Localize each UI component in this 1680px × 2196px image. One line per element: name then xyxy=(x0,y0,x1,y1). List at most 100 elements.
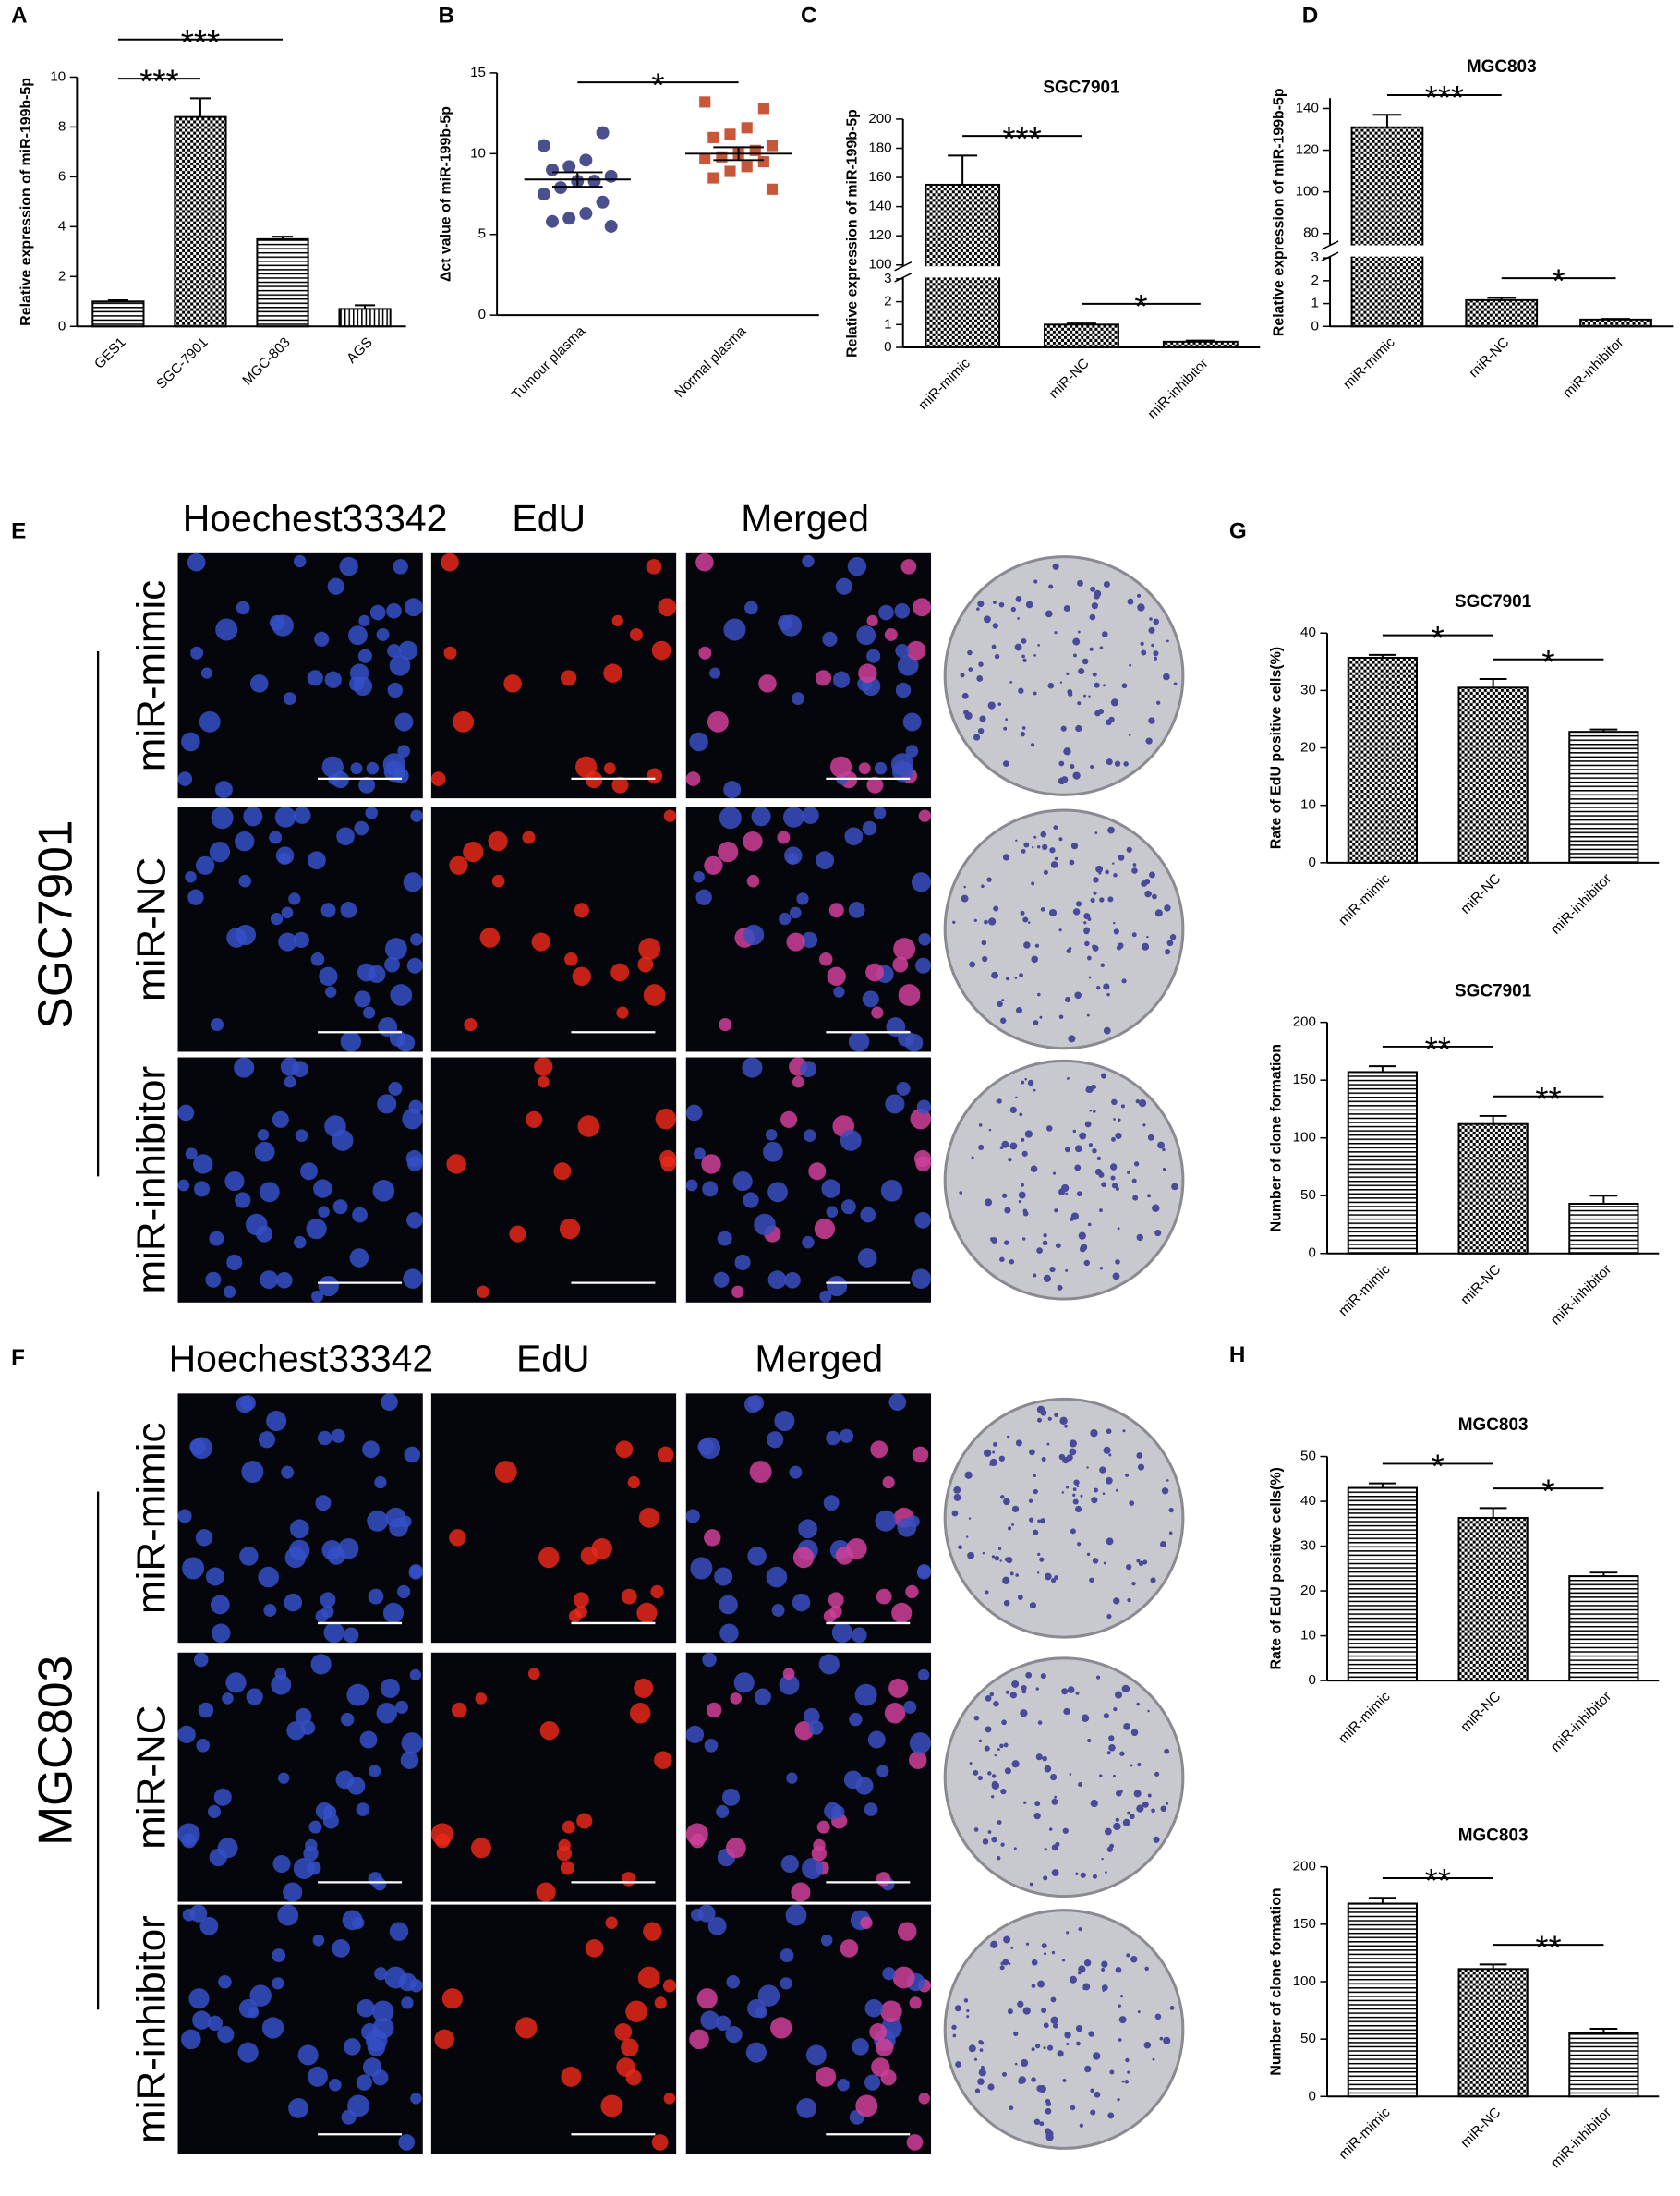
colony xyxy=(1011,1680,1020,1688)
cell-nucleus xyxy=(369,1765,381,1777)
data-point xyxy=(741,122,753,134)
bar xyxy=(1347,1071,1418,1255)
colony xyxy=(1040,1518,1046,1524)
colony xyxy=(1040,831,1047,838)
colony xyxy=(1113,921,1116,925)
cell-nucleus xyxy=(685,1104,703,1122)
colony xyxy=(973,1827,979,1832)
colony xyxy=(1043,2046,1046,2050)
cell-nucleus xyxy=(908,1751,927,1770)
colony xyxy=(1127,1811,1130,1815)
cell-nucleus xyxy=(192,2010,212,2030)
colony xyxy=(1127,1597,1131,1603)
colony xyxy=(1107,896,1114,903)
cell-nucleus xyxy=(288,2098,308,2118)
bar xyxy=(1568,731,1639,864)
cell-nucleus xyxy=(898,984,921,1006)
colony xyxy=(1132,1195,1139,1201)
colony xyxy=(1072,1487,1077,1491)
micrograph xyxy=(430,1057,677,1303)
colony xyxy=(1001,999,1005,1002)
colony xyxy=(1092,944,1097,950)
cell-nucleus xyxy=(344,2038,361,2056)
cell-nucleus xyxy=(365,807,379,819)
colony xyxy=(1058,777,1066,785)
colony xyxy=(967,1551,974,1559)
colony-plate xyxy=(943,1909,1185,2150)
colony xyxy=(1069,1448,1077,1456)
colony xyxy=(1074,1164,1082,1171)
colony xyxy=(1079,1132,1087,1140)
cell-nucleus xyxy=(763,1141,783,1162)
y-tick-label: 3 xyxy=(1311,249,1318,265)
colony xyxy=(991,1836,997,1843)
cell-nucleus xyxy=(338,1538,359,1559)
bar xyxy=(1579,318,1652,328)
colony xyxy=(1129,598,1133,602)
cell-nucleus xyxy=(689,732,708,752)
colony xyxy=(1166,1479,1169,1482)
break-mark xyxy=(894,273,913,283)
colony xyxy=(988,1128,992,1132)
cell-nucleus xyxy=(786,1772,798,1784)
panel-letter: E xyxy=(11,519,26,544)
cell-nucleus xyxy=(792,1547,815,1569)
cell-nucleus xyxy=(888,1393,907,1412)
cell-nucleus xyxy=(840,1939,859,1958)
colony xyxy=(973,1769,979,1776)
colony xyxy=(1023,842,1030,848)
y-axis-label: Number of clone formation xyxy=(1269,1887,1285,2075)
data-point xyxy=(604,169,618,183)
colony xyxy=(958,1545,962,1550)
colony xyxy=(1084,940,1090,947)
cell-nucleus xyxy=(224,1171,245,1192)
cell-nucleus xyxy=(187,552,206,572)
colony xyxy=(1021,1080,1025,1085)
colony xyxy=(1034,2043,1041,2049)
colony xyxy=(1095,1675,1101,1680)
colony xyxy=(1142,1801,1149,1808)
colony xyxy=(1092,1147,1097,1154)
cell-nucleus xyxy=(894,602,911,619)
y-tick-label: 10 xyxy=(1300,797,1316,813)
cell-nucleus xyxy=(199,1916,219,1935)
colony xyxy=(1037,644,1041,647)
significance-label: * xyxy=(1541,1472,1554,1510)
colony xyxy=(1066,1454,1073,1462)
colony xyxy=(1090,2109,1096,2116)
colony xyxy=(1022,658,1027,663)
cell-nucleus xyxy=(177,1509,192,1523)
cell-nucleus xyxy=(408,1099,423,1114)
cell-nucleus xyxy=(359,1730,378,1749)
cell-nucleus xyxy=(719,807,742,830)
y-tick-label: 100 xyxy=(1293,1130,1316,1146)
colony xyxy=(1072,1498,1079,1505)
cell-nucleus xyxy=(269,831,283,844)
cell-nucleus xyxy=(747,1547,767,1566)
colony xyxy=(1165,1802,1169,1805)
colony xyxy=(1054,1208,1058,1213)
cell-nucleus xyxy=(574,1605,587,1619)
cell-nucleus xyxy=(293,931,309,949)
colony xyxy=(1054,1795,1058,1799)
colony xyxy=(1041,1456,1046,1462)
cell-nucleus xyxy=(902,712,922,732)
significance-label: * xyxy=(1432,619,1444,657)
data-point xyxy=(546,214,559,228)
cell-nucleus xyxy=(662,1979,677,1993)
colony xyxy=(1129,734,1131,737)
cell-nucleus xyxy=(723,618,746,641)
cell-nucleus xyxy=(783,807,804,828)
data-point xyxy=(757,156,769,168)
cell-nucleus xyxy=(915,1156,932,1172)
cell-nucleus xyxy=(704,855,723,875)
cell-nucleus xyxy=(820,1934,833,1947)
cell-nucleus xyxy=(306,1218,327,1240)
cell-nucleus xyxy=(325,986,337,998)
colony xyxy=(1013,1847,1017,1850)
colony xyxy=(1149,617,1153,621)
cell-nucleus xyxy=(331,1428,345,1443)
colony xyxy=(1069,1773,1072,1776)
colony xyxy=(1063,605,1070,613)
colony xyxy=(1052,563,1059,570)
